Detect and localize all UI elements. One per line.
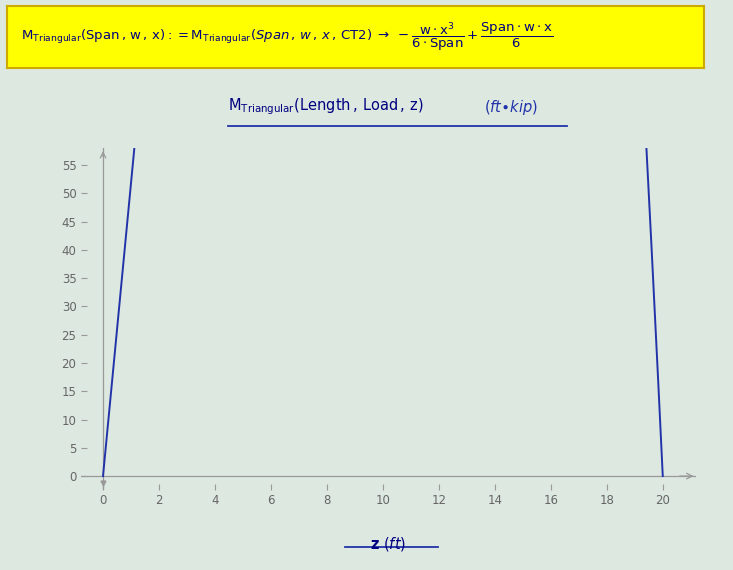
Text: $\mathrm{M_{Triangular}(Span\,,\,w\,,\,x) := M_{Triangular}(\mathit{Span}\,,\,\m: $\mathrm{M_{Triangular}(Span\,,\,w\,,\,x… bbox=[21, 21, 553, 53]
Text: $\mathit{(ft{\bullet}kip)}$: $\mathit{(ft{\bullet}kip)}$ bbox=[484, 99, 538, 117]
Text: $\mathbf{z}$$\ \mathit{(ft)}$: $\mathbf{z}$$\ \mathit{(ft)}$ bbox=[370, 535, 407, 553]
Text: $\mathrm{M_{Triangular}(Length\,,\,Load\,,\,z)}$: $\mathrm{M_{Triangular}(Length\,,\,Load\… bbox=[229, 97, 424, 117]
